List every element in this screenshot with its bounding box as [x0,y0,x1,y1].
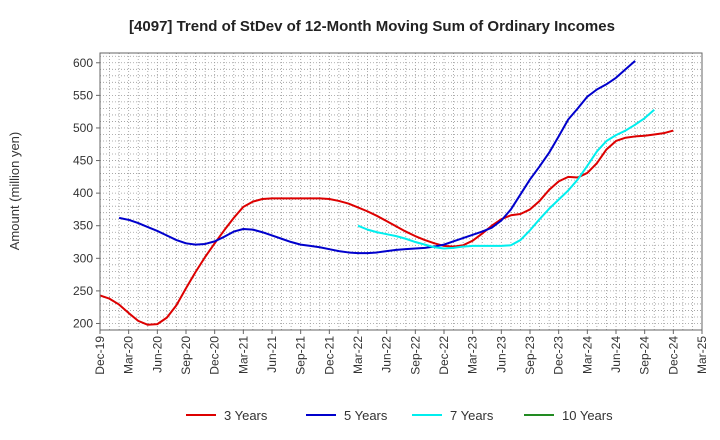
x-tick-label: Sep-20 [179,336,193,375]
plot-area [99,52,703,331]
y-tick-label: 550 [73,88,93,102]
legend-label: 3 Years [224,408,268,423]
chart-title: [4097] Trend of StDev of 12-Month Moving… [129,18,615,35]
y-tick-label: 600 [73,56,93,70]
x-tick-label: Mar-20 [122,336,136,374]
x-tick-label: Dec-20 [208,336,222,375]
x-tick-label: Mar-21 [236,336,250,374]
y-tick-label: 400 [73,186,93,200]
x-tick-label: Sep-21 [294,336,308,375]
x-axis-ticks: Dec-19 Mar-20 Jun-20 Sep-20 Dec-20 Mar-21 Jun-… [93,330,709,375]
y-tick-label: 450 [73,154,93,168]
x-tick-label: Sep-24 [638,336,652,375]
y-axis-label: Amount (million yen) [7,132,22,251]
x-tick-label: Jun-20 [150,336,164,373]
legend-label: 7 Years [450,408,494,423]
x-tick-label: Dec-19 [93,336,107,375]
x-tick-label: Jun-23 [494,336,508,373]
y-tick-label: 200 [73,316,93,330]
x-tick-label: Mar-24 [580,336,594,374]
y-tick-label: 300 [73,251,93,265]
x-tick-label: Jun-21 [265,336,279,373]
x-tick-label: Mar-25 [695,336,709,374]
y-axis-ticks: 200 250 300 350 400 450 500 550 600 [73,56,100,330]
series-line-3 [357,108,655,250]
legend-label: 10 Years [562,408,613,423]
legend-label: 5 Years [344,408,388,423]
y-tick-label: 250 [73,284,93,298]
x-tick-label: Mar-23 [466,336,480,374]
x-tick-label: Jun-24 [609,336,623,373]
x-tick-label: Dec-22 [437,336,451,375]
series-lines [99,60,674,326]
x-tick-label: Mar-22 [351,336,365,374]
x-tick-label: Sep-22 [408,336,422,375]
x-tick-label: Sep-23 [523,336,537,375]
gridlines [100,53,702,330]
legend: 3 Years 5 Years 7 Years 10 Years [186,408,613,423]
y-tick-label: 500 [73,121,93,135]
x-tick-label: Dec-24 [666,336,680,375]
x-tick-label: Dec-23 [552,336,566,375]
x-tick-label: Jun-22 [380,336,394,373]
y-tick-label: 350 [73,219,93,233]
x-tick-label: Dec-21 [322,336,336,375]
